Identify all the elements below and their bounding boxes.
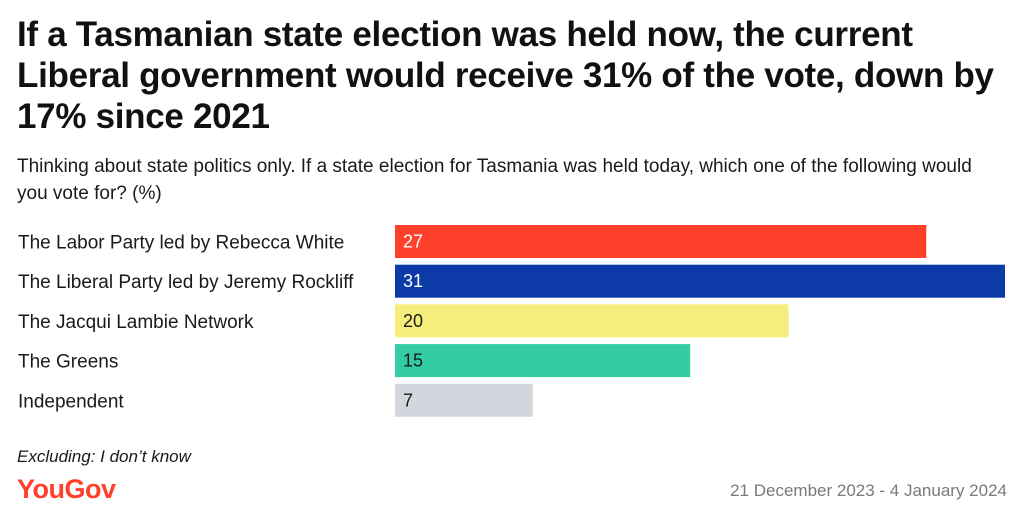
category-label: The Jacqui Lambie Network [18,312,254,333]
chart-subtitle: Thinking about state politics only. If a… [17,156,972,204]
bar [395,304,789,338]
value-label: 20 [403,311,423,331]
date-range: 21 December 2023 - 4 January 2024 [730,481,1007,500]
bar [395,225,927,258]
value-label: 15 [403,351,423,371]
chart-title: If a Tasmanian state election was held n… [17,15,994,136]
category-label: The Labor Party led by Rebecca White [18,233,344,254]
yougov-logo: YouGov [17,474,116,504]
category-label: The Greens [18,352,118,373]
category-label: The Liberal Party led by Jeremy Rockliff [18,272,354,293]
value-label: 7 [403,390,413,410]
category-label: Independent [18,391,124,412]
value-label: 27 [403,232,423,252]
bar [395,383,533,417]
exclusion-note: Excluding: I don’t know [17,447,191,466]
bar [395,344,691,378]
value-label: 31 [403,271,423,291]
bar [395,264,1005,298]
bar-chart: The Labor Party led by Rebecca White 27 Th… [18,225,1005,417]
